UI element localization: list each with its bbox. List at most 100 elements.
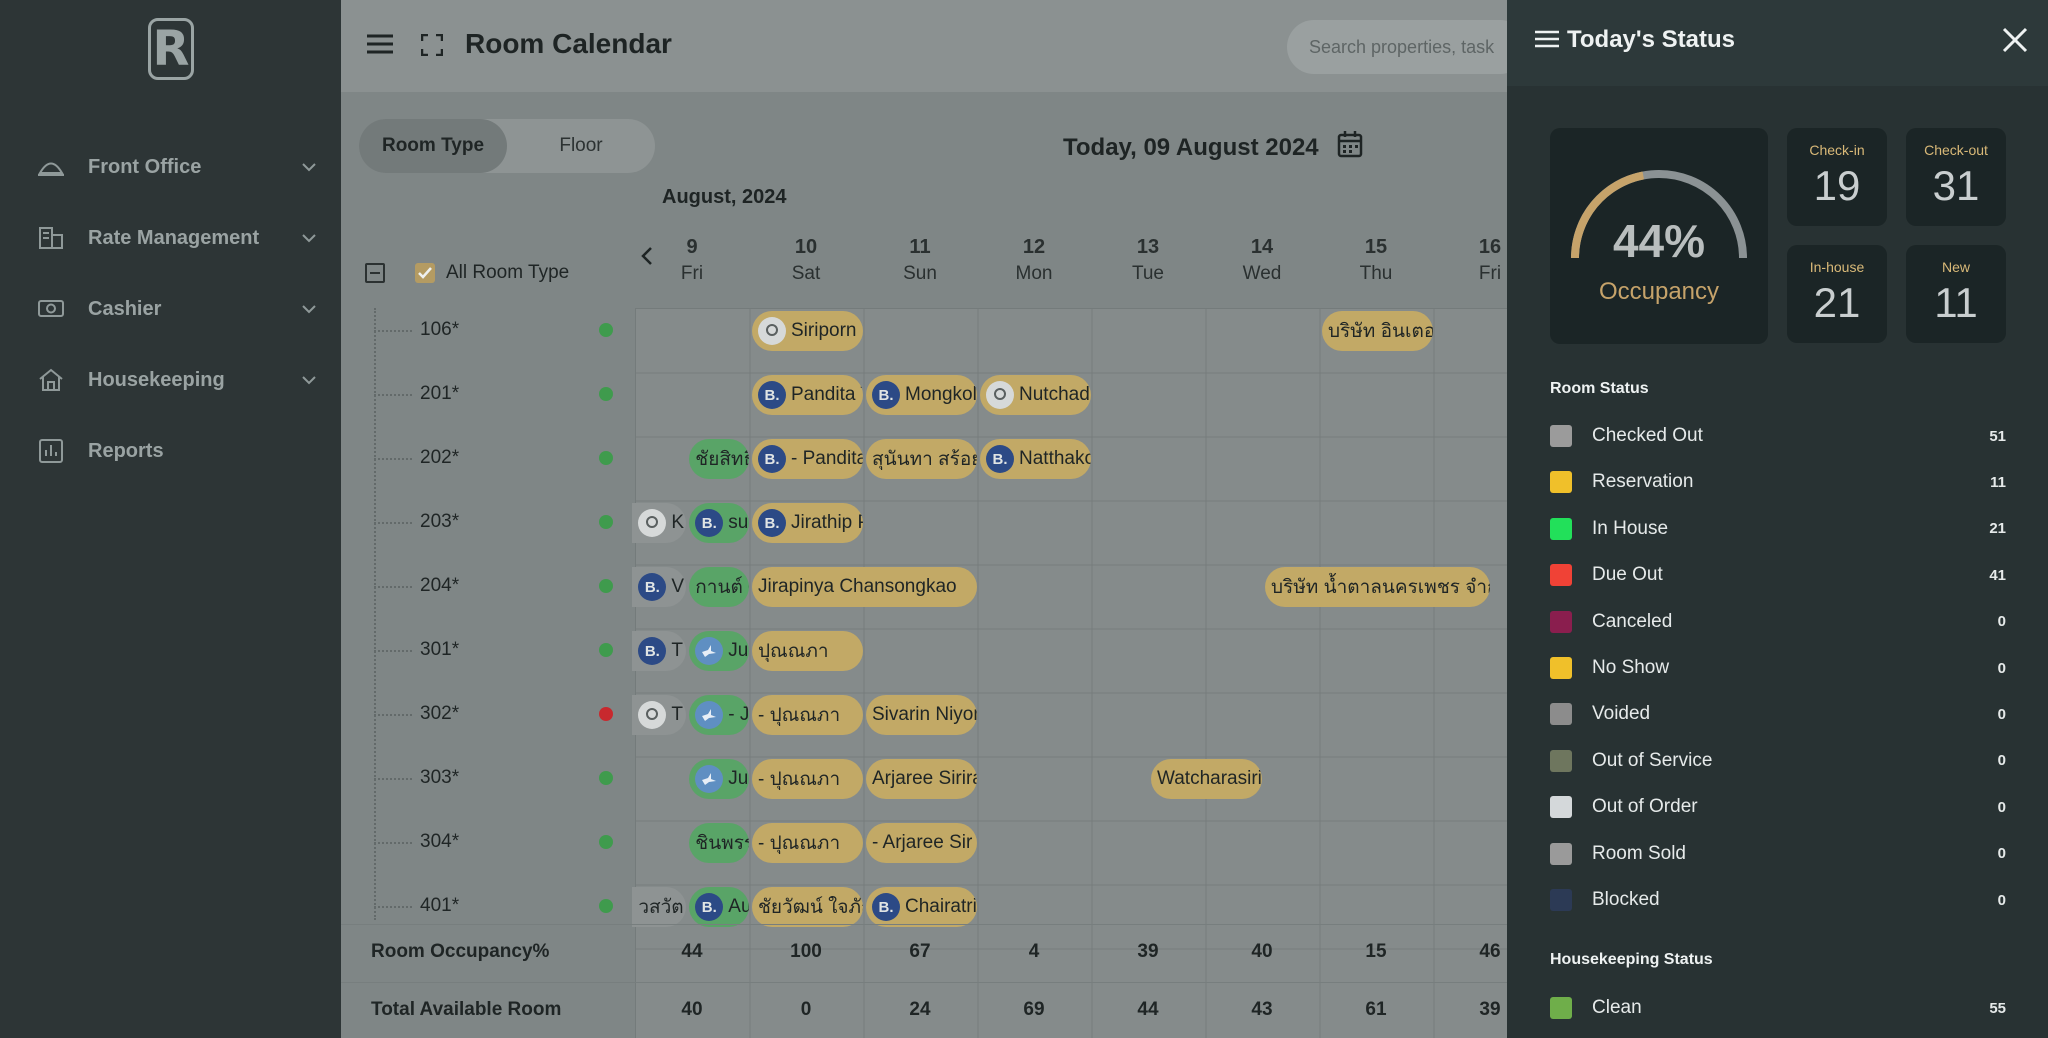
room-status-dot — [599, 899, 613, 913]
day-header-cell[interactable]: 14 Wed — [1205, 236, 1319, 285]
hamburger-menu-icon[interactable] — [367, 34, 393, 59]
day-header-cell[interactable]: 10 Sat — [749, 236, 863, 285]
sidebar-item-reports[interactable]: Reports — [36, 431, 316, 471]
fullscreen-icon[interactable] — [420, 33, 444, 61]
booking-bar[interactable]: Jirapinya Chansongkao — [752, 567, 977, 607]
status-row: Room Sold 0 — [1550, 839, 2006, 869]
booking-bar[interactable]: K — [632, 503, 687, 543]
day-number: 12 — [1022, 236, 1046, 258]
day-header-cell[interactable]: 11 Sun — [863, 236, 977, 285]
occupancy-gauge — [1571, 170, 1747, 259]
calendar-icon[interactable] — [1337, 130, 1363, 165]
booking-bar[interactable]: B. Mongkol — [866, 375, 977, 415]
sidebar-item-label: Cashier — [88, 297, 162, 320]
building-icon — [36, 223, 66, 253]
room-number[interactable]: 302* — [420, 703, 460, 724]
booking-bar[interactable]: กานต์ 084-6 — [689, 567, 749, 607]
booking-bar[interactable]: - ปุณณภา — [752, 823, 863, 863]
sidebar-item-rate-management[interactable]: Rate Management — [36, 218, 316, 258]
day-number: 13 — [1136, 236, 1160, 258]
booking-bar[interactable]: ปุณณภา — [752, 631, 863, 671]
occupancy-row-label: Room Occupancy% — [371, 941, 550, 962]
day-header-cell[interactable]: 13 Tue — [1091, 236, 1205, 285]
day-header-cell[interactable]: 16 Fri — [1433, 236, 1547, 285]
chevron-left-icon[interactable] — [641, 246, 653, 271]
checkin-value: 19 — [1813, 162, 1861, 209]
occupancy-row: Room Occupancy% 44 100 67 4 39 40 15 46 — [341, 924, 1507, 980]
booking-bar[interactable]: ชัยสิทธิ์ ลิ้มวัต — [689, 439, 749, 479]
bird-icon — [695, 637, 724, 665]
room-number[interactable]: 203* — [420, 511, 460, 532]
room-number[interactable]: 401* — [420, 895, 460, 916]
panel-menu-icon[interactable] — [1535, 30, 1559, 53]
status-row: In House 21 — [1550, 514, 2006, 544]
booking-bar[interactable]: บริษัท น้ำตาลนครเพชร จำกัด — [1265, 567, 1490, 607]
app-logo[interactable]: R — [148, 18, 194, 80]
agoda-icon — [986, 381, 1014, 409]
tree-branch — [374, 394, 412, 396]
sidebar-item-front-office[interactable]: Front Office — [36, 147, 316, 187]
tree-branch — [374, 330, 412, 332]
room-number[interactable]: 303* — [420, 767, 460, 788]
room-number[interactable]: 106* — [420, 319, 460, 340]
room-number[interactable]: 202* — [420, 447, 460, 468]
booking-bar[interactable]: บริษัท อินเตอร์ — [1322, 311, 1433, 351]
booking-bar[interactable]: - ปุณณภา — [752, 759, 863, 799]
booking-bar[interactable]: วสวัต — [632, 887, 687, 927]
status-swatch — [1550, 517, 1572, 540]
booking-bar[interactable]: B.Pandita T — [752, 375, 863, 415]
status-row: Blocked 0 — [1550, 885, 2006, 915]
booking-bar[interactable]: B. Chairatri — [866, 887, 977, 927]
booking-bar[interactable]: B.sutin onj — [689, 503, 749, 543]
sidebar-item-cashier[interactable]: Cashier — [36, 289, 316, 329]
booking-bar[interactable]: T — [632, 695, 687, 735]
booking-bar[interactable]: สุนันทา สร้อย — [866, 439, 977, 479]
status-name: Clean — [1592, 997, 1642, 1018]
status-row: Reservation 11 — [1550, 467, 2006, 497]
booking-bar[interactable]: Sivarin Niyom — [866, 695, 977, 735]
booking-bar[interactable]: B. T — [632, 631, 687, 671]
day-header-cell[interactable]: 15 Thu — [1319, 236, 1433, 285]
room-number[interactable]: 201* — [420, 383, 460, 404]
occupancy-value-cell: 39 — [1137, 941, 1159, 962]
booking-bar[interactable]: ชินพรรรณ์ โชติ — [689, 823, 749, 863]
booking-source-icon: B. — [695, 509, 724, 537]
booking-bar[interactable]: - Jutana — [689, 695, 749, 735]
status-row: Clean 55 — [1550, 993, 2006, 1023]
collapse-all-icon[interactable] — [365, 263, 385, 283]
booking-bar[interactable]: Siriporn — [752, 311, 863, 351]
status-count: 55 — [1989, 999, 2006, 1017]
booking-bar[interactable]: Jutanare — [689, 759, 749, 799]
booking-bar[interactable]: B. V — [632, 567, 687, 607]
room-number[interactable]: 301* — [420, 639, 460, 660]
room-number[interactable]: 204* — [420, 575, 460, 596]
booking-bar[interactable]: Arjaree Sirira — [866, 759, 977, 799]
booking-bar[interactable]: ชัยวัฒน์ ใจภักดี — [752, 887, 863, 927]
day-weekday: Mon — [1015, 263, 1053, 284]
booking-bar[interactable]: B. - Pandita — [752, 439, 863, 479]
day-header-cell[interactable]: 12 Mon — [977, 236, 1091, 285]
booking-bar[interactable]: B. Jirathip P — [752, 503, 863, 543]
search-input[interactable]: Search properties, task — [1287, 20, 1527, 74]
status-count: 0 — [1997, 659, 2006, 677]
close-icon[interactable] — [2001, 26, 2029, 59]
all-room-type-checkbox[interactable] — [415, 263, 435, 283]
sidebar-item-label: Rate Management — [88, 226, 260, 249]
status-row: Voided 0 — [1550, 699, 2006, 729]
booking-bar[interactable]: B.Natthakorn — [980, 439, 1091, 479]
toggle-floor[interactable]: Floor — [559, 135, 603, 156]
calendar-grid: Siriporn บริษัท อินเตอร์ B.Pandita TB.Mong… — [632, 308, 1516, 1038]
status-count: 0 — [1997, 798, 2006, 816]
booking-bar[interactable]: Nutchad — [980, 375, 1091, 415]
booking-bar[interactable]: - ปุณณภา — [752, 695, 863, 735]
booking-bar[interactable]: Watcharasiri — [1151, 759, 1262, 799]
room-number[interactable]: 304* — [420, 831, 460, 852]
booking-bar[interactable]: Jutanare — [689, 631, 749, 671]
booking-bar[interactable]: B.Aumpaw — [689, 887, 749, 927]
toggle-room-type[interactable]: Room Type — [359, 119, 507, 173]
booking-bar[interactable]: - Arjaree Sir — [866, 823, 977, 863]
sidebar-item-housekeeping[interactable]: Housekeeping — [36, 360, 316, 400]
status-count: 0 — [1997, 845, 2006, 863]
day-header-cell[interactable]: 9 Fri — [635, 236, 749, 285]
day-weekday: Fri — [680, 263, 704, 284]
